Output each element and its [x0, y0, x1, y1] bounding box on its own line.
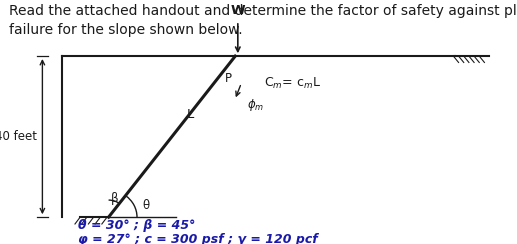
Text: φ = 27° ; c = 300 psf ; γ = 120 pcf: φ = 27° ; c = 300 psf ; γ = 120 pcf	[78, 233, 317, 244]
Text: β: β	[111, 192, 118, 205]
Text: $\phi_m$: $\phi_m$	[247, 97, 265, 113]
Text: L: L	[186, 108, 194, 121]
Text: θ: θ	[142, 199, 149, 213]
Text: C$_m$= c$_m$L: C$_m$= c$_m$L	[264, 75, 321, 91]
Text: failure for the slope shown below.: failure for the slope shown below.	[9, 23, 243, 37]
Text: θ = 30° ; β = 45°: θ = 30° ; β = 45°	[78, 219, 195, 232]
Text: Read the attached handout and determine the factor of safety against planar: Read the attached handout and determine …	[9, 4, 517, 18]
Text: P: P	[225, 71, 232, 85]
Text: 40 feet: 40 feet	[0, 130, 37, 143]
Text: W: W	[231, 4, 245, 17]
